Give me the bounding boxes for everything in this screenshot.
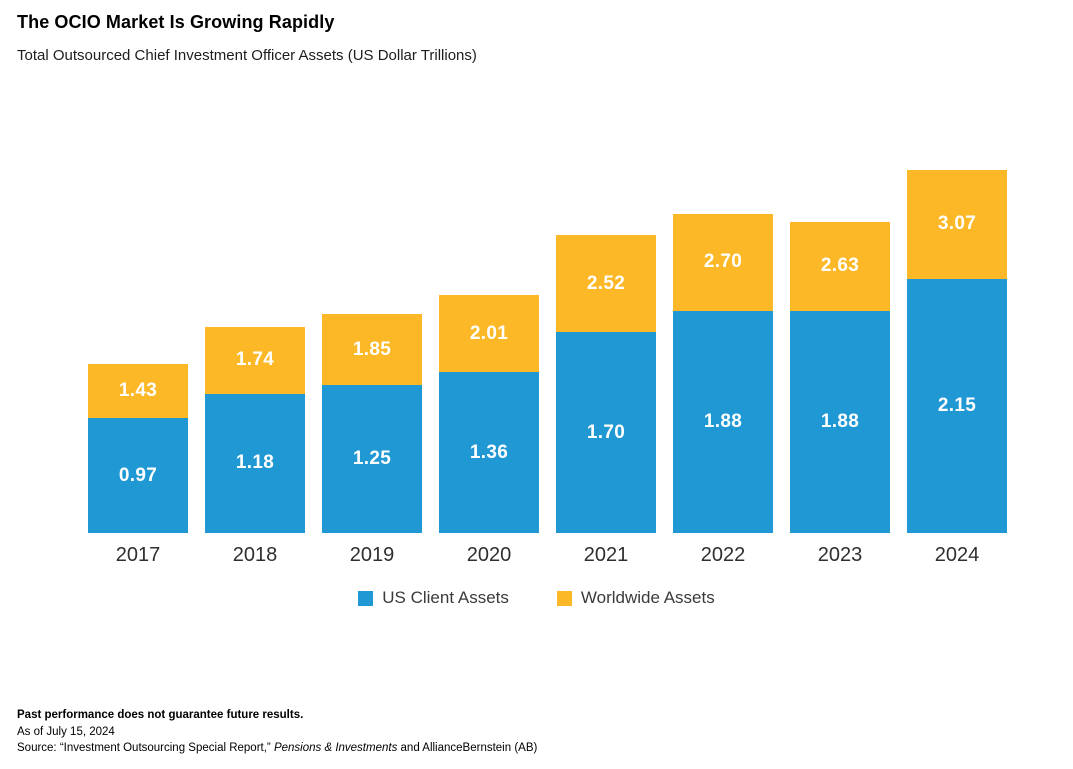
- bar-segment-us: 1.25: [322, 385, 422, 533]
- bar-value-label-us: 1.36: [469, 441, 509, 463]
- bar-column-2024: 3.07 2.15 2024: [907, 170, 1007, 567]
- x-axis-label: 2019: [349, 544, 395, 566]
- bar-segment-worldwide: 2.70: [673, 213, 773, 311]
- bar-value-label-worldwide: 1.74: [235, 349, 275, 371]
- chart-header: The OCIO Market Is Growing Rapidly Total…: [17, 12, 477, 64]
- x-axis-label: 2020: [466, 544, 512, 566]
- bar-segment-worldwide: 1.43: [88, 363, 188, 419]
- source-line: Source: “Investment Outsourcing Special …: [17, 740, 537, 757]
- x-axis-label: 2022: [700, 544, 746, 566]
- bar-stack: 3.07 2.15: [907, 170, 1007, 533]
- bar-segment-us: 1.36: [439, 372, 539, 533]
- source-suffix: and AllianceBernstein (AB): [397, 742, 538, 754]
- bar-value-label-worldwide: 1.43: [118, 380, 158, 402]
- legend-label: Worldwide Assets: [580, 588, 715, 607]
- bar-column-2023: 2.63 1.88 2023: [790, 170, 890, 567]
- bar-segment-worldwide: 2.52: [556, 235, 656, 332]
- bar-value-label-worldwide: 2.63: [820, 255, 860, 277]
- bars: 1.43 0.97 2017 1.74 1.18 2018 1.85 1.25 2019 2.01…: [88, 170, 1007, 567]
- bar-stack: 2.70 1.88: [673, 170, 773, 533]
- bar-value-label-us: 1.88: [820, 410, 860, 432]
- bar-segment-us: 2.15: [907, 278, 1007, 533]
- bar-segment-worldwide: 1.74: [205, 327, 305, 394]
- bar-column-2017: 1.43 0.97 2017: [88, 170, 188, 567]
- x-axis-label: 2024: [934, 544, 980, 566]
- source-prefix: Source: “Investment Outsourcing Special …: [17, 742, 274, 754]
- legend-item-us-client-assets: US Client Assets: [358, 588, 509, 608]
- bar-segment-us: 0.97: [88, 418, 188, 533]
- bar-value-label-us: 1.18: [235, 452, 275, 474]
- bar-value-label-worldwide: 2.70: [703, 251, 743, 273]
- bar-segment-worldwide: 2.63: [790, 222, 890, 311]
- chart-legend: US Client Assets Worldwide Assets: [0, 588, 1073, 608]
- bar-segment-us: 1.88: [790, 310, 890, 533]
- bar-segment-worldwide: 1.85: [322, 314, 422, 386]
- bar-value-label-us: 2.15: [937, 394, 977, 416]
- bar-stack: 2.01 1.36: [439, 170, 539, 533]
- bar-value-label-worldwide: 3.07: [937, 213, 977, 235]
- bar-value-label-us: 1.25: [352, 448, 392, 470]
- legend-swatch-worldwide-icon: [556, 590, 572, 606]
- legend-label: US Client Assets: [382, 588, 509, 607]
- bar-value-label-worldwide: 1.85: [352, 338, 392, 360]
- x-axis-label: 2018: [232, 544, 278, 566]
- bar-column-2022: 2.70 1.88 2022: [673, 170, 773, 567]
- x-axis-label: 2023: [817, 544, 863, 566]
- legend-swatch-us-icon: [358, 590, 374, 606]
- page-subtitle: Total Outsourced Chief Investment Office…: [17, 47, 477, 64]
- x-axis-label: 2017: [115, 544, 161, 566]
- bar-segment-worldwide: 3.07: [907, 170, 1007, 279]
- legend-item-worldwide-assets: Worldwide Assets: [556, 588, 715, 608]
- x-axis-label: 2021: [583, 544, 629, 566]
- bar-value-label-us: 1.88: [703, 410, 743, 432]
- bar-stack: 2.52 1.70: [556, 170, 656, 533]
- bar-column-2020: 2.01 1.36 2020: [439, 170, 539, 567]
- bar-column-2018: 1.74 1.18 2018: [205, 170, 305, 567]
- bar-segment-us: 1.88: [673, 310, 773, 533]
- bar-stack: 2.63 1.88: [790, 170, 890, 533]
- as-of-date: As of July 15, 2024: [17, 725, 115, 738]
- bar-segment-us: 1.18: [205, 393, 305, 533]
- bar-segment-worldwide: 2.01: [439, 295, 539, 373]
- bar-stack: 1.85 1.25: [322, 170, 422, 533]
- bar-segment-us: 1.70: [556, 332, 656, 533]
- bar-value-label-us: 0.97: [118, 464, 158, 486]
- bar-stack: 1.43 0.97: [88, 170, 188, 533]
- bar-value-label-worldwide: 2.01: [469, 322, 509, 344]
- bar-column-2021: 2.52 1.70 2021: [556, 170, 656, 567]
- bar-value-label-worldwide: 2.52: [586, 272, 626, 294]
- bar-stack: 1.74 1.18: [205, 170, 305, 533]
- disclaimer-text: Past performance does not guarantee futu…: [17, 709, 304, 721]
- footer: Past performance does not guarantee futu…: [17, 707, 537, 757]
- page-title: The OCIO Market Is Growing Rapidly: [17, 12, 335, 32]
- bar-column-2019: 1.85 1.25 2019: [322, 170, 422, 567]
- source-publication: Pensions & Investments: [273, 742, 398, 754]
- bar-value-label-us: 1.70: [586, 421, 626, 443]
- bar-chart: 1.43 0.97 2017 1.74 1.18 2018 1.85 1.25 2019 2.01…: [88, 170, 1007, 567]
